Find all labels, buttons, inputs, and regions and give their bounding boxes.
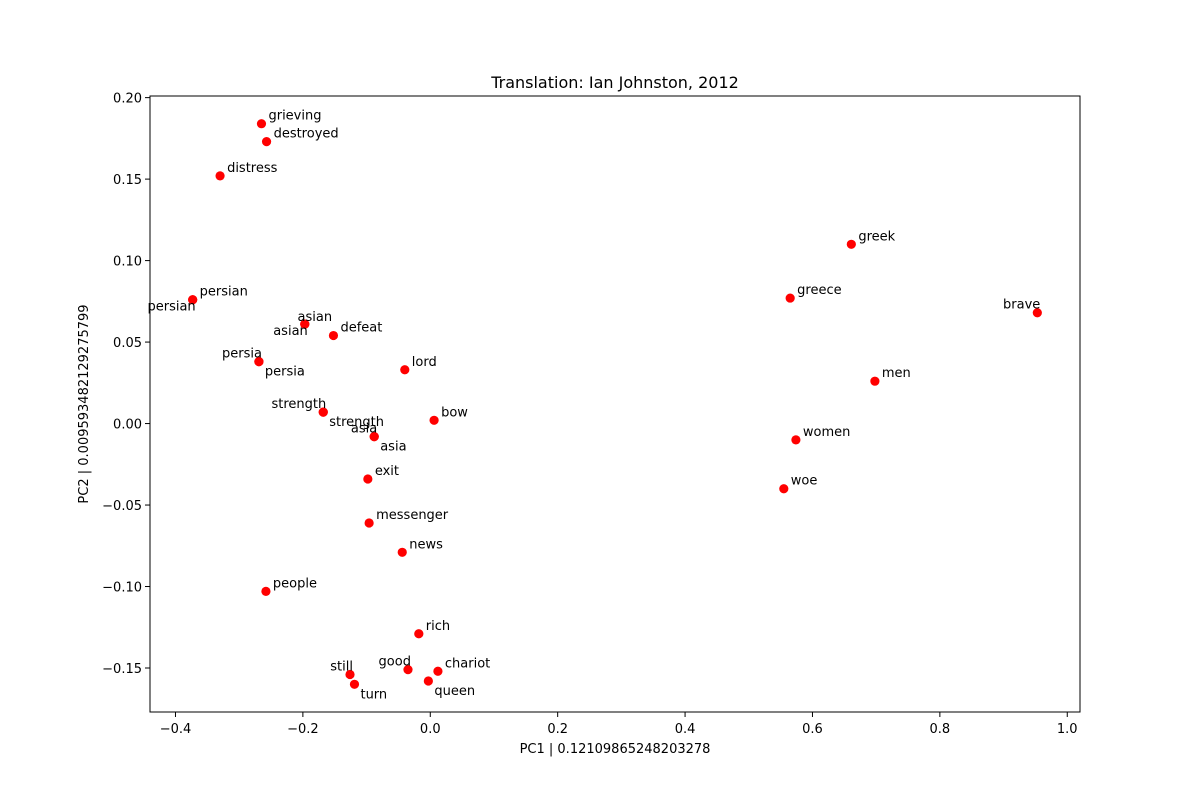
data-point xyxy=(779,484,789,494)
point-label: strength xyxy=(271,397,326,412)
x-tick-label: 1.0 xyxy=(1057,722,1078,737)
data-point xyxy=(369,431,379,442)
point-label: turn xyxy=(360,687,387,702)
point-label: lord xyxy=(412,355,437,370)
x-tick-label: 0.0 xyxy=(420,722,441,737)
data-point xyxy=(791,435,801,445)
point-label: queen xyxy=(434,684,475,699)
point-label: woe xyxy=(791,474,818,489)
point-label: good xyxy=(379,655,411,670)
data-point xyxy=(261,586,271,597)
data-point xyxy=(256,119,267,129)
point-label: asia xyxy=(351,422,377,437)
point-label: asian xyxy=(273,324,308,339)
point-label: asian xyxy=(298,310,333,325)
data-point xyxy=(400,365,410,375)
point-label: greek xyxy=(858,229,895,244)
data-point xyxy=(261,137,272,147)
x-tick-label: 0.6 xyxy=(802,722,823,737)
point-label: men xyxy=(882,366,911,381)
y-tick-label: −0.15 xyxy=(102,662,142,677)
data-point xyxy=(1032,308,1042,318)
y-tick-label: −0.10 xyxy=(102,581,142,596)
y-tick-label: 0.15 xyxy=(113,173,142,188)
x-tick-label: 0.2 xyxy=(547,722,568,737)
points-layer: grieving destroyed distress persian persian a… xyxy=(147,109,1042,702)
plot-frame xyxy=(149,95,1081,713)
data-point xyxy=(414,629,424,639)
data-point xyxy=(846,239,856,249)
chart-title: Translation: Ian Johnston, 2012 xyxy=(490,73,739,92)
point-label: greece xyxy=(797,283,841,298)
point-label: persia xyxy=(222,347,262,362)
data-point xyxy=(300,319,310,329)
data-point xyxy=(423,676,433,686)
data-point xyxy=(364,518,374,528)
point-label: persian xyxy=(147,300,195,315)
point-label: asia xyxy=(380,440,406,455)
x-tick-label: −0.4 xyxy=(160,722,192,737)
point-label: chariot xyxy=(445,656,490,671)
point-label: persian xyxy=(200,285,248,300)
point-label: news xyxy=(409,537,443,552)
data-point xyxy=(318,407,328,417)
data-point xyxy=(870,376,880,386)
y-tick-label: 0.10 xyxy=(113,255,142,270)
y-tick-label: 0.20 xyxy=(113,92,142,107)
point-label: strength xyxy=(329,415,384,430)
point-label: women xyxy=(803,425,851,440)
point-label: exit xyxy=(375,464,399,479)
y-axis-title: PC2 | 0.009593482129275799 xyxy=(77,304,92,503)
x-axis: −0.4 −0.2 0.0 0.2 0.4 0.6 0.8 1.0 xyxy=(160,712,1078,737)
data-point xyxy=(254,357,264,367)
data-point xyxy=(785,293,795,303)
point-label: bow xyxy=(441,405,468,420)
y-tick-label: −0.05 xyxy=(102,499,142,514)
data-point xyxy=(328,330,339,341)
data-point xyxy=(397,547,407,557)
point-label: messenger xyxy=(376,508,449,523)
data-point xyxy=(429,415,439,425)
point-label: still xyxy=(330,660,353,675)
y-tick-label: 0.00 xyxy=(113,418,142,433)
x-tick-label: −0.2 xyxy=(287,722,319,737)
y-axis: −0.15 −0.10 −0.05 0.00 0.05 0.10 0.15 0.20 xyxy=(102,92,150,677)
x-tick-label: 0.4 xyxy=(675,722,696,737)
point-label: persia xyxy=(265,365,305,380)
y-tick-label: 0.05 xyxy=(113,336,142,351)
x-tick-label: 0.8 xyxy=(930,722,951,737)
data-point xyxy=(345,669,355,680)
point-label: distress xyxy=(227,161,278,176)
point-label: people xyxy=(273,576,317,591)
data-point xyxy=(433,666,443,676)
data-point xyxy=(188,295,198,305)
point-label: grieving xyxy=(268,109,321,124)
point-label: brave xyxy=(1003,298,1040,313)
data-point xyxy=(363,474,373,484)
point-label: defeat xyxy=(340,321,382,336)
data-point xyxy=(349,679,360,689)
point-label: destroyed xyxy=(274,127,339,142)
point-label: rich xyxy=(426,619,450,634)
data-point xyxy=(403,665,413,675)
x-axis-title: PC1 | 0.12109865248203278 xyxy=(520,742,711,757)
data-point xyxy=(215,171,225,181)
